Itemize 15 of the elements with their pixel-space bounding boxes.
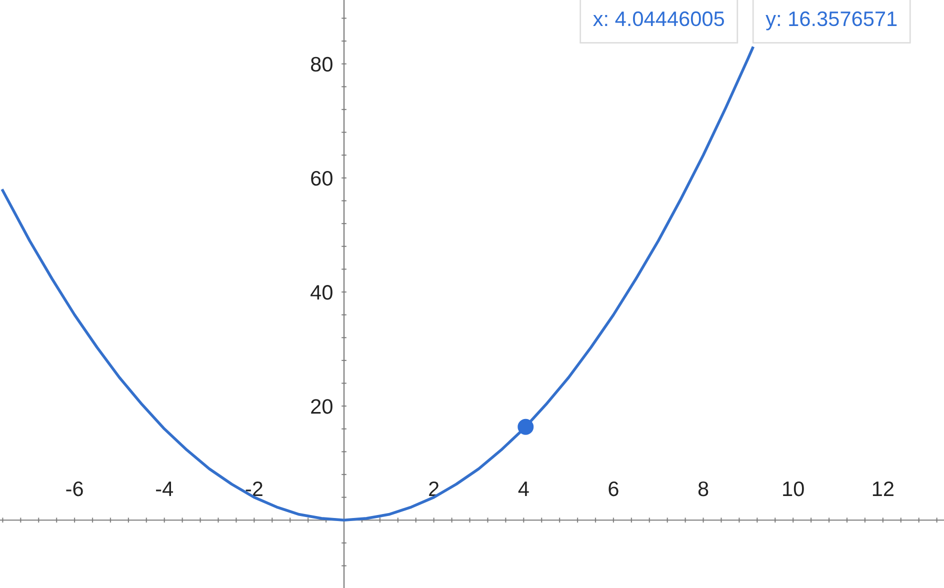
annotation: y: 16.3576571 [766, 11, 897, 30]
x-tick-label: -2 [246, 481, 262, 496]
y-tick-label: 60 [311, 170, 332, 186]
line-series [1, 46, 754, 522]
y-tick-label: 80 [310, 56, 332, 72]
x-tick-label: -4 [156, 482, 174, 496]
x-tick-label: -6 [66, 481, 83, 496]
y-tick-label: 40 [310, 285, 332, 300]
annotation: x: 4.04446005 [593, 11, 724, 26]
x-tick-label: 10 [783, 481, 804, 496]
x-tick-label: 12 [872, 481, 894, 496]
x-tick-label: 6 [608, 481, 618, 496]
y-tick-label: 20 [311, 399, 332, 414]
x-tick-label: 8 [698, 481, 708, 496]
x-tick-label: 4 [518, 482, 529, 496]
